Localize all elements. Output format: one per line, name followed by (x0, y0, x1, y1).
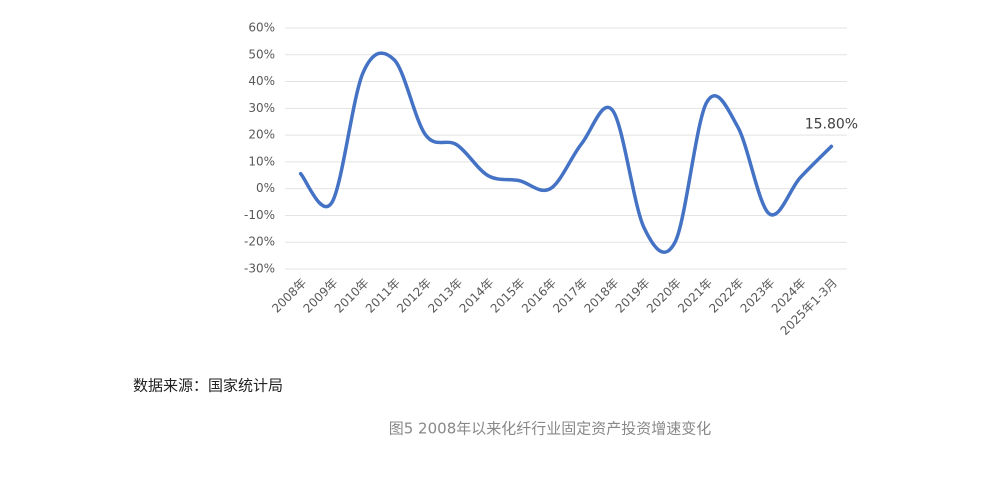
y-tick-label: -20% (244, 235, 275, 249)
y-tick-label: -10% (244, 208, 275, 222)
line (298, 51, 834, 254)
y-tick-label: 40% (248, 74, 275, 88)
y-tick-label: -30% (244, 262, 275, 276)
data-label: 15.80% (805, 116, 858, 132)
y-tick-label: 20% (248, 128, 275, 142)
source: 数据来源：国家统计局 (133, 377, 283, 395)
caption: 图5 2008年以来化纤行业固定资产投资增速变化 (389, 420, 712, 438)
y-tick-label: 50% (248, 47, 275, 61)
y-tick-label: 0% (256, 181, 275, 195)
y-tick-label: 60% (248, 21, 275, 35)
y-tick-label: 30% (248, 101, 275, 115)
y-tick-label: 10% (248, 154, 275, 168)
